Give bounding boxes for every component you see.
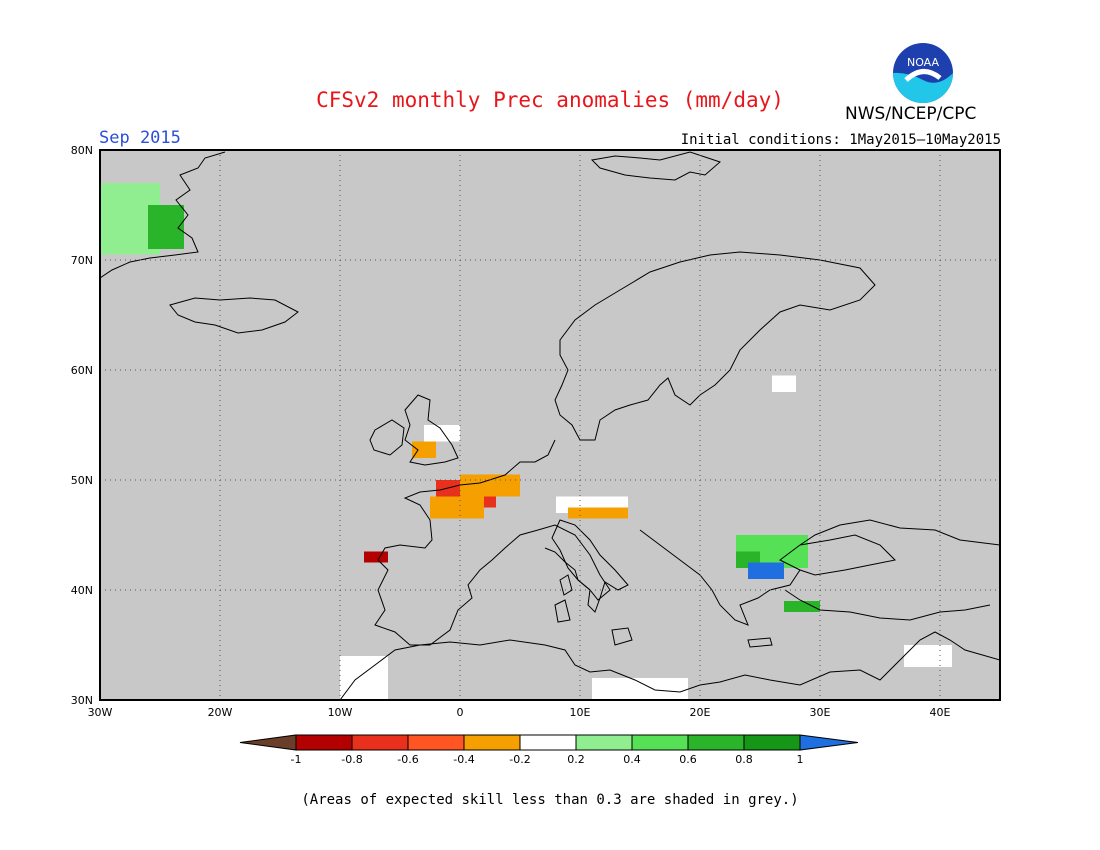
map-background xyxy=(100,150,1000,700)
anomaly-region-uk-white xyxy=(424,425,460,442)
legend-label: 0.8 xyxy=(735,753,753,766)
map-title: CFSv2 monthly Prec anomalies (mm/day) xyxy=(316,88,784,112)
anomaly-region-north-africa-white xyxy=(340,656,388,700)
lat-labels: 80N 70N 60N 50N 40N 30N xyxy=(71,144,93,707)
legend-labels: -1 -0.8 -0.6 -0.4 -0.2 0.2 0.4 0.6 0.8 1 xyxy=(291,753,804,766)
legend-label: -1 xyxy=(291,753,302,766)
turkey-coast xyxy=(784,589,991,621)
lon-label: 20W xyxy=(208,706,233,719)
legend-swatch xyxy=(351,734,409,751)
legend-label: -0.4 xyxy=(453,753,474,766)
legend-label: 1 xyxy=(797,753,804,766)
skill-footnote: (Areas of expected skill less than 0.3 a… xyxy=(301,792,799,808)
anomaly-region-france-orange xyxy=(460,474,520,497)
anomaly-region-alps-orange xyxy=(568,507,628,519)
agency-label: NWS/NCEP/CPC xyxy=(845,104,977,124)
legend-label: 0.4 xyxy=(623,753,641,766)
black-sea-coast xyxy=(799,534,897,576)
legend-label: 0.6 xyxy=(679,753,697,766)
legend-swatch xyxy=(463,734,521,751)
britain-coast xyxy=(404,394,459,466)
lat-label: 80N xyxy=(71,144,93,157)
anomaly-region-greenland-east-strong xyxy=(148,205,184,249)
anomaly-region-baltic-white xyxy=(772,375,796,392)
map-frame xyxy=(99,149,1001,701)
color-legend xyxy=(239,734,859,751)
noaa-logo-icon: NOAA xyxy=(893,43,953,103)
legend-swatch xyxy=(407,734,465,751)
lat-label: 40N xyxy=(71,584,93,597)
europe-coast xyxy=(554,251,876,441)
logo-text: NOAA xyxy=(907,56,940,69)
legend-arrow-high xyxy=(799,734,859,751)
grid-lines xyxy=(100,150,1000,700)
legend-label: -0.2 xyxy=(509,753,530,766)
greenland-coast xyxy=(100,151,226,279)
anomaly-region-spain-darkred xyxy=(364,551,388,563)
svalbard-coast xyxy=(590,151,721,181)
legend-swatch xyxy=(295,734,353,751)
lat-label: 30N xyxy=(71,694,93,707)
anomaly-region-anatolia-green xyxy=(784,601,820,612)
legend-label: -0.6 xyxy=(397,753,418,766)
forecast-period: Sep 2015 xyxy=(99,128,181,148)
italy-coast xyxy=(551,519,629,613)
lat-label: 50N xyxy=(71,474,93,487)
ireland-coast xyxy=(369,419,405,456)
lon-label: 20E xyxy=(690,706,711,719)
north-africa-coast xyxy=(339,631,1000,700)
anomaly-region-france-orange-west xyxy=(430,496,484,519)
legend-label: 0.2 xyxy=(567,753,585,766)
lat-label: 70N xyxy=(71,254,93,267)
legend-label: -0.8 xyxy=(341,753,362,766)
coastlines xyxy=(100,151,1000,700)
anomaly-region-north-africa-white-east xyxy=(592,678,688,700)
lon-label: 40E xyxy=(930,706,951,719)
mediterranean-islands xyxy=(554,574,773,648)
lon-labels: 30W 20W 10W 0 10E 20E 30E 40E xyxy=(88,706,951,719)
anomaly-region-uk-orange xyxy=(412,441,436,458)
legend-swatch xyxy=(743,734,801,751)
anomaly-layer xyxy=(100,183,952,700)
legend-swatch xyxy=(575,734,633,751)
initial-conditions: Initial conditions: 1May2015—10May2015 xyxy=(680,132,1001,148)
lon-label: 30W xyxy=(88,706,113,719)
lon-label: 10W xyxy=(328,706,353,719)
continent-coast xyxy=(374,439,611,646)
lon-label: 10E xyxy=(570,706,591,719)
balkan-coast xyxy=(639,519,1000,626)
legend-swatch xyxy=(519,734,577,751)
anomaly-region-balkans-blue xyxy=(748,562,784,579)
legend-swatch xyxy=(687,734,745,751)
lat-label: 60N xyxy=(71,364,93,377)
lon-label: 0 xyxy=(457,706,464,719)
lon-label: 30E xyxy=(810,706,831,719)
legend-swatch xyxy=(631,734,689,751)
legend-arrow-low xyxy=(239,734,297,751)
